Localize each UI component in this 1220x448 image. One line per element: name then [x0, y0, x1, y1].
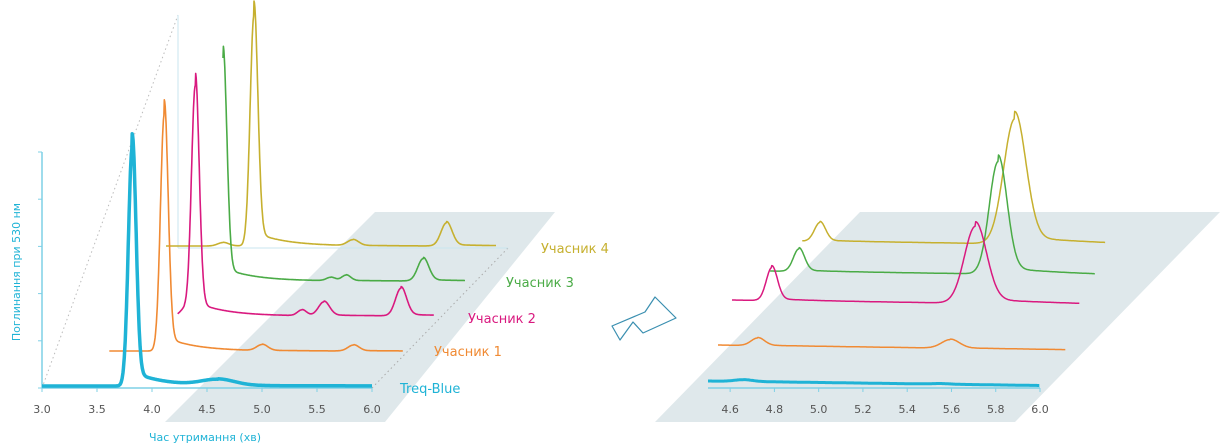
x-tick-label: 5.6 [943, 403, 961, 416]
x-axis-title: Час утримання (хв) [149, 431, 261, 444]
x-tick-label: 4.8 [766, 403, 784, 416]
zoom-series-line-participant-1 [717, 336, 1066, 351]
right-zoomed-chart: 4.6 4.8 5.0 5.2 5.4 5.6 5.8 6.0 [655, 110, 1220, 422]
x-tick-label: 3.5 [88, 403, 106, 416]
arrow-shape [611, 296, 677, 341]
series-label: Учасник 4 [541, 242, 609, 257]
series-label: Учасник 1 [434, 345, 502, 360]
series-line-participant-1 [108, 99, 404, 352]
x-tick-label: 5.2 [854, 403, 872, 416]
depth-plane [165, 212, 555, 422]
y-axis-title: Поглинання при 530 нм [10, 203, 23, 341]
x-tick-label: 5.4 [898, 403, 916, 416]
x-tick-label: 5.0 [253, 403, 271, 416]
x-tick-label: 5.8 [987, 403, 1005, 416]
x-tick-label: 6.0 [363, 403, 381, 416]
x-tick-label: 5.0 [810, 403, 828, 416]
series-line-participant-4 [165, 0, 497, 247]
series-label: Treq-Blue [399, 382, 460, 397]
left-chromatogram-chart: 3.0 3.5 4.0 4.5 5.0 5.5 6.0 Час утримання (хв) П… [10, 0, 609, 444]
x-tick-label: 4.5 [198, 403, 216, 416]
x-tick-label: 3.0 [33, 403, 51, 416]
series-line-participant-3 [222, 45, 466, 282]
series-line-treq-blue [40, 131, 374, 388]
x-tick-label: 4.6 [721, 403, 739, 416]
zoom-series-line-participant-2 [731, 220, 1080, 305]
x-tick-label: 4.0 [143, 403, 161, 416]
series-line-participant-2 [177, 72, 435, 317]
series-label: Учасник 2 [468, 312, 536, 327]
right-arrow-icon [611, 296, 677, 341]
perspective-line [41, 14, 179, 389]
x-tick-label: 5.5 [308, 403, 326, 416]
zoom-series-line-participant-3 [770, 154, 1095, 275]
depth-plane [655, 212, 1220, 422]
series-label: Учасник 3 [506, 276, 574, 291]
x-tick-label: 6.0 [1031, 403, 1049, 416]
zoom-series-line-participant-4 [802, 110, 1106, 244]
perspective-line [371, 247, 509, 389]
zoom-series-line-treq-blue [707, 378, 1041, 387]
